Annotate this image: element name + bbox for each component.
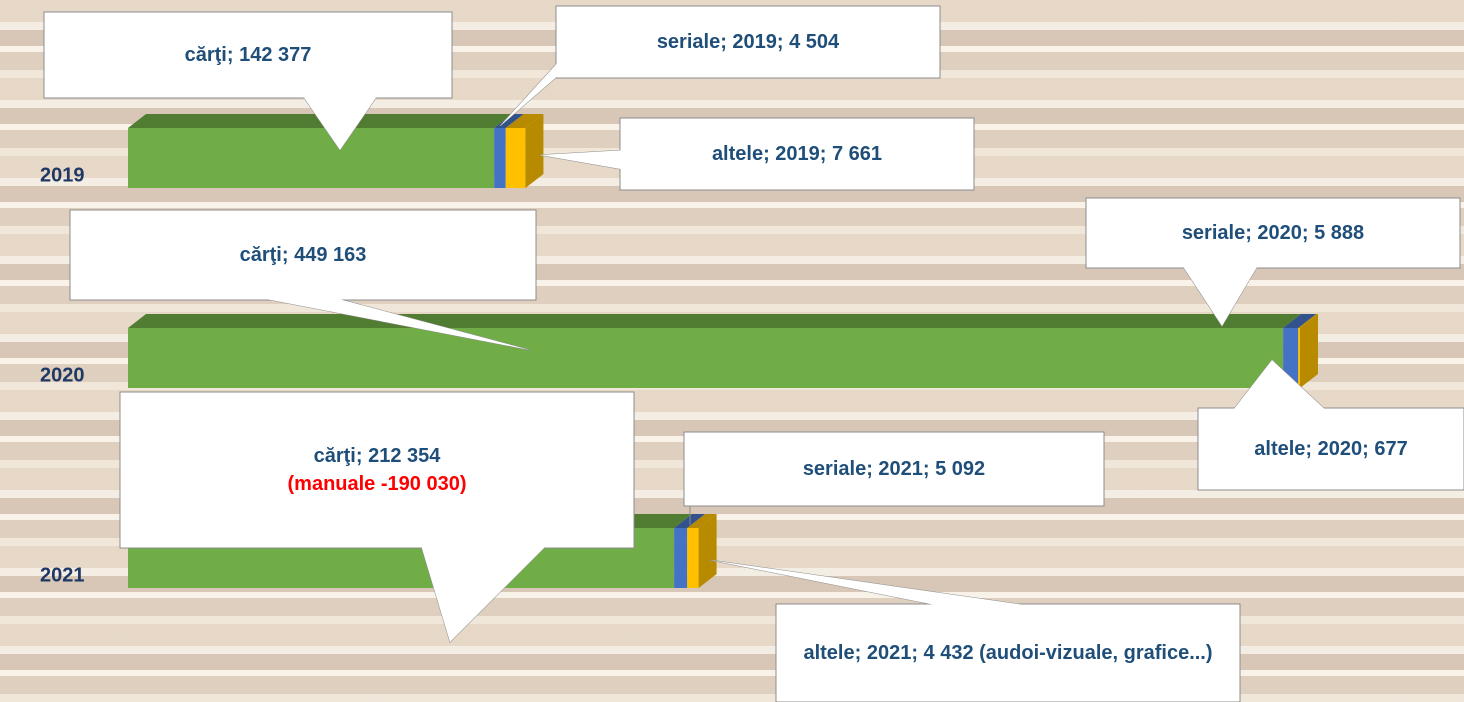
data-label: seriale; 2021; 5 092 [803,455,985,483]
data-label: altele; 2019; 7 661 [712,140,882,168]
bar [494,128,506,188]
bar [687,528,698,588]
y-tick-label: 2019 [40,164,85,186]
callout: cărţi; 449 163 [70,210,536,300]
callout: cărţi; 142 377 [44,12,452,98]
bar [128,328,1283,388]
callout: altele; 2020; 677 [1198,408,1464,490]
y-tick-label: 2021 [40,564,85,586]
callout: altele; 2019; 7 661 [620,118,974,190]
callout-pointer-fill [710,560,1060,610]
chart: 2019 2020 2021 cărţi; 142 377 cărţi; 449 163… [0,0,1464,702]
callout: altele; 2021; 4 432 (audoi-vizuale, graf… [776,604,1240,702]
data-label-box: cărţi; 212 354(manuale -190 030) [120,392,634,548]
bar [674,528,687,588]
bar [128,128,494,188]
callout: cărţi; 212 354(manuale -190 030) [120,392,634,548]
data-label: cărţi; 449 163 [240,241,367,269]
data-label-box: cărţi; 142 377 [44,12,452,98]
callout-pointer-fill [420,542,550,642]
bar-top [128,314,1301,328]
data-label-box: altele; 2020; 677 [1198,408,1464,490]
bar-segment [687,514,716,588]
bar [1298,328,1300,388]
callout: seriale; 2020; 5 888 [1086,198,1460,268]
data-label: altele; 2021; 4 432 (audoi-vizuale, graf… [803,639,1212,667]
data-label: altele; 2020; 677 [1254,435,1407,463]
data-label: cărţi; 212 354 [314,442,441,470]
annotation: (manuale -190 030) [288,470,467,498]
data-label-box: altele; 2021; 4 432 (audoi-vizuale, graf… [776,604,1240,702]
bar-segment [128,314,1301,388]
page: 2019 2020 2021 cărţi; 142 377 cărţi; 449 163… [0,0,1464,702]
data-label: seriale; 2020; 5 888 [1182,219,1364,247]
callout: seriale; 2021; 5 092 [684,432,1104,506]
bar [506,128,526,188]
bar-segment [128,114,512,188]
data-label-box: seriale; 2021; 5 092 [684,432,1104,506]
bar-segment [506,114,544,188]
callout-pointer-fill [540,150,626,170]
data-label-box: altele; 2019; 7 661 [620,118,974,190]
data-label-box: seriale; 2020; 5 888 [1086,198,1460,268]
callout: seriale; 2019; 4 504 [556,6,940,78]
y-tick-label: 2020 [40,364,85,386]
data-label-box: cărţi; 449 163 [70,210,536,300]
data-label: cărţi; 142 377 [185,41,312,69]
data-label: seriale; 2019; 4 504 [657,28,839,56]
data-label-box: seriale; 2019; 4 504 [556,6,940,78]
